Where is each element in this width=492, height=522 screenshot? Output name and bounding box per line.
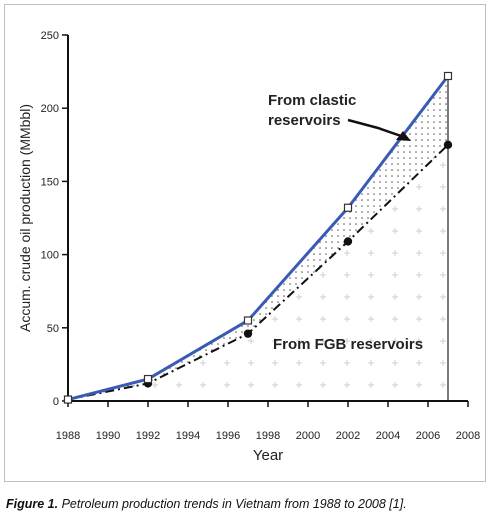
- x-tick-label: 1996: [216, 430, 240, 442]
- caption-text: Petroleum production trends in Vietnam f…: [58, 497, 407, 511]
- data-point-total: [143, 374, 153, 384]
- annotation-arrowhead: [396, 131, 411, 141]
- chart: 0 50 100 150 200 250 1988 1990 1992 1994 1996 1998 2…: [17, 30, 480, 464]
- data-point-fgb: [443, 140, 453, 149]
- x-tick-label: 1988: [56, 430, 80, 442]
- y-tick-label: 150: [41, 176, 59, 188]
- annotation-clastic-line: From clastic: [268, 92, 356, 109]
- data-point-fgb: [243, 329, 253, 338]
- x-tick-label: 2004: [376, 430, 400, 442]
- annotation-clastic-line: reservoirs: [268, 112, 341, 129]
- y-tick-label: 100: [41, 250, 59, 262]
- y-tick-label: 50: [47, 323, 59, 335]
- data-point-total: [443, 71, 453, 81]
- x-tick-label: 1990: [96, 430, 120, 442]
- annotation-fgb: From FGB reservoirs: [273, 336, 423, 353]
- data-point-total: [343, 203, 353, 212]
- x-tick-label: 2008: [456, 430, 480, 442]
- y-axis-title: Accum. crude oil production (MMbbl): [17, 104, 33, 332]
- data-point-total: [243, 316, 253, 325]
- y-tick-label: 250: [41, 30, 59, 42]
- figure-caption: Figure 1. Petroleum production trends in…: [6, 497, 486, 511]
- fgb-area: [68, 144, 448, 402]
- y-tick-label: 0: [53, 396, 59, 408]
- y-tick-label: 200: [41, 103, 59, 115]
- x-tick-label: 1992: [136, 430, 160, 442]
- data-point-total: [63, 395, 73, 404]
- x-tick-label: 2006: [416, 430, 440, 442]
- data-point-fgb: [343, 237, 353, 246]
- x-tick-label: 1998: [256, 430, 280, 442]
- x-tick-label: 2000: [296, 430, 320, 442]
- x-tick-label: 1994: [176, 430, 200, 442]
- x-axis-title: Year: [253, 447, 283, 464]
- x-tick-label: 2002: [336, 430, 360, 442]
- annotation-arrow: [347, 118, 405, 139]
- figure-label: Figure 1.: [6, 497, 59, 511]
